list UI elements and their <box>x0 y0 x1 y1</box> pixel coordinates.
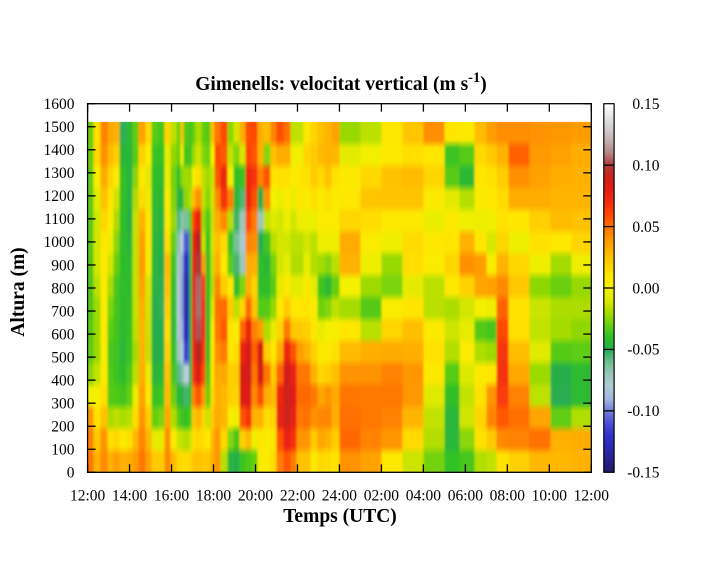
svg-text:06:00: 06:00 <box>448 487 484 504</box>
svg-text:Gimenells: velocitat vertical: Gimenells: velocitat vertical (m s-1) <box>195 70 487 95</box>
svg-text:14:00: 14:00 <box>112 487 148 504</box>
svg-text:1200: 1200 <box>44 188 75 205</box>
svg-text:600: 600 <box>51 326 75 343</box>
svg-text:12:00: 12:00 <box>70 487 106 504</box>
svg-text:Altura (m): Altura (m) <box>8 247 29 336</box>
svg-text:0.05: 0.05 <box>632 219 659 236</box>
svg-text:200: 200 <box>51 419 75 436</box>
svg-text:10:00: 10:00 <box>532 487 568 504</box>
svg-text:Temps (UTC): Temps (UTC) <box>283 506 397 527</box>
svg-text:700: 700 <box>51 303 75 320</box>
svg-text:20:00: 20:00 <box>238 487 274 504</box>
svg-text:1300: 1300 <box>44 165 75 182</box>
svg-text:900: 900 <box>51 257 75 274</box>
svg-text:02:00: 02:00 <box>364 487 400 504</box>
svg-text:22:00: 22:00 <box>280 487 316 504</box>
svg-text:1600: 1600 <box>44 96 75 113</box>
svg-text:800: 800 <box>51 280 75 297</box>
svg-text:400: 400 <box>51 372 75 389</box>
svg-text:1000: 1000 <box>44 234 75 251</box>
svg-text:1100: 1100 <box>44 211 75 228</box>
svg-text:0: 0 <box>67 465 75 482</box>
svg-text:500: 500 <box>51 349 75 366</box>
svg-text:0.15: 0.15 <box>632 96 659 113</box>
svg-text:16:00: 16:00 <box>154 487 190 504</box>
svg-text:24:00: 24:00 <box>322 487 358 504</box>
svg-text:04:00: 04:00 <box>406 487 442 504</box>
svg-text:-0.15: -0.15 <box>627 465 660 482</box>
svg-text:100: 100 <box>51 442 75 459</box>
svg-text:08:00: 08:00 <box>490 487 526 504</box>
svg-text:1400: 1400 <box>44 142 75 159</box>
svg-text:12:00: 12:00 <box>574 487 610 504</box>
svg-text:-0.10: -0.10 <box>627 403 660 420</box>
svg-text:0.00: 0.00 <box>632 280 659 297</box>
svg-text:0.10: 0.10 <box>632 157 659 174</box>
svg-text:18:00: 18:00 <box>196 487 232 504</box>
svg-text:300: 300 <box>51 396 75 413</box>
svg-text:1500: 1500 <box>44 119 75 136</box>
svg-text:-0.05: -0.05 <box>627 342 660 359</box>
